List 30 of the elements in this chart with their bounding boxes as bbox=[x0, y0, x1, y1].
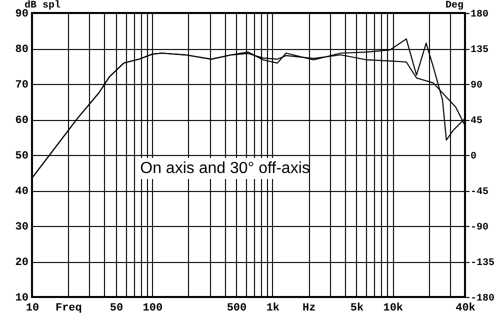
y-tick-label: 50 bbox=[15, 150, 28, 162]
y2-tick-label: 45 bbox=[470, 116, 483, 127]
y2-tick-label: 90 bbox=[470, 80, 483, 92]
x-tick-label: Hz bbox=[302, 302, 316, 314]
y2-tick-label: -90 bbox=[470, 222, 489, 234]
y2-tick-label: -45 bbox=[470, 187, 489, 198]
x-tick-label: 5k bbox=[350, 302, 364, 314]
y-tick-label: 80 bbox=[15, 44, 28, 56]
y-tick-label: 20 bbox=[15, 257, 28, 269]
y-tick-label: 10 bbox=[15, 292, 28, 304]
y2-axis-title: Deg bbox=[445, 0, 464, 12]
x-tick-label: 500 bbox=[226, 302, 247, 314]
y2-tick-label: 180 bbox=[470, 10, 489, 20]
x-tick-label: 100 bbox=[142, 302, 163, 314]
x-tick-label: 40k bbox=[456, 302, 476, 314]
x-tick-label: 10k bbox=[383, 302, 404, 314]
y2-tick-label: -180 bbox=[470, 294, 495, 304]
annotation: On axis and 30° off-axis bbox=[140, 160, 310, 177]
x-tick-label: 1k bbox=[266, 302, 280, 314]
x-tick-label: 50 bbox=[110, 302, 124, 314]
y2-tick-label: 135 bbox=[470, 45, 489, 56]
y2-tick-label: -135 bbox=[470, 258, 495, 269]
y-tick-label: 70 bbox=[15, 80, 28, 92]
y-tick-label: 40 bbox=[15, 186, 28, 198]
y-tick-label: 90 bbox=[15, 8, 28, 20]
y-tick-label: 30 bbox=[15, 222, 28, 234]
y-tick-label: 60 bbox=[15, 115, 28, 127]
y2-tick-label: 0 bbox=[470, 152, 477, 162]
x-tick-label: 10 bbox=[26, 302, 40, 314]
x-tick-label: Freq bbox=[55, 302, 82, 314]
